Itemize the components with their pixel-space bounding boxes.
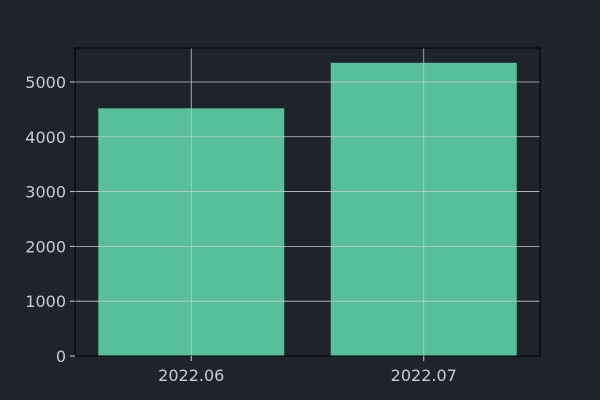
y-axis-ticks: 0 1000 2000 3000 4000 5000 [25, 73, 75, 366]
y-tick-label: 5000 [25, 73, 66, 92]
x-axis-ticks: 2022.06 2022.07 [158, 356, 457, 385]
y-tick-label: 1000 [25, 292, 66, 311]
y-tick-label: 2000 [25, 237, 66, 256]
x-tick-label: 2022.07 [391, 366, 457, 385]
y-tick-label: 4000 [25, 128, 66, 147]
x-tick-label: 2022.06 [158, 366, 224, 385]
bars-group [98, 63, 517, 356]
y-tick-label: 0 [56, 347, 66, 366]
y-tick-label: 3000 [25, 183, 66, 202]
